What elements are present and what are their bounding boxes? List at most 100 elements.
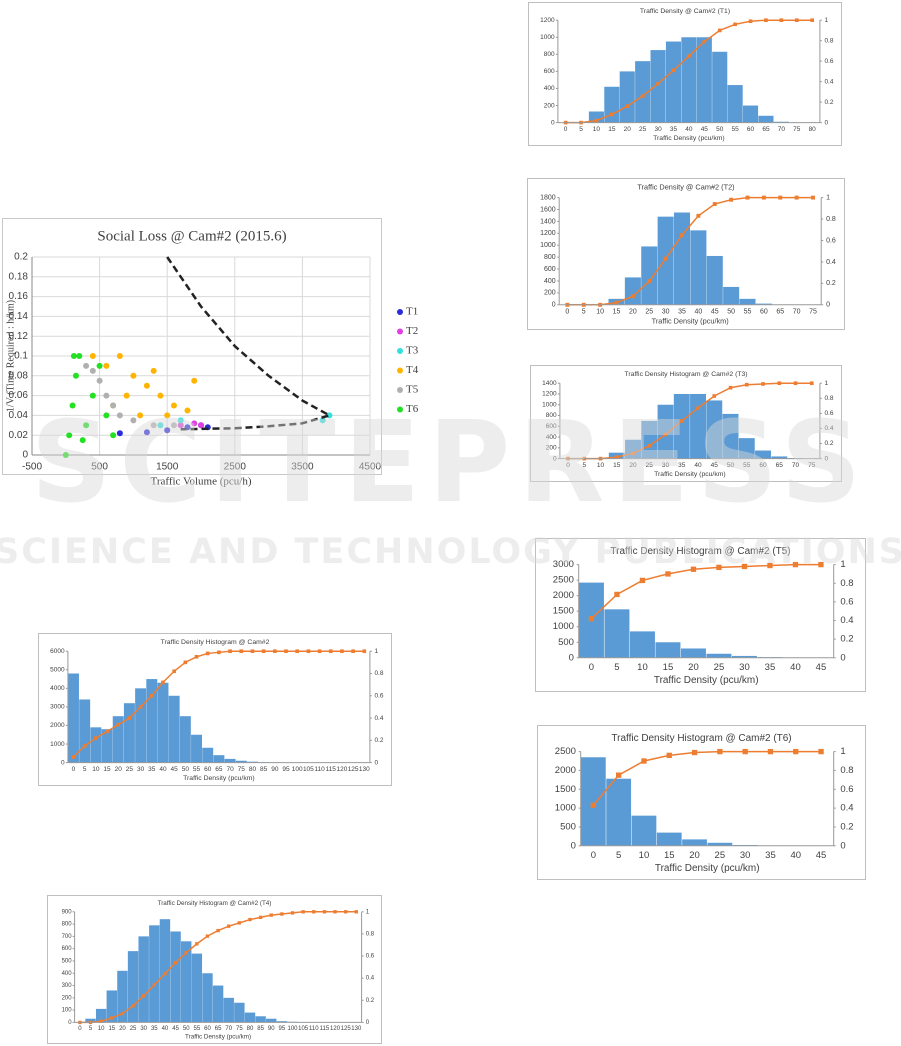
y-tick-label: 0.12 (9, 331, 29, 342)
x-tick-label: 85 (260, 766, 268, 773)
y-tick-label: 4000 (50, 685, 65, 692)
bar (657, 216, 674, 305)
x-tick-label: 5 (582, 462, 586, 469)
bar (606, 778, 632, 846)
x-tick-label: 65 (762, 126, 770, 133)
x-tick-label: 130 (359, 766, 370, 773)
line-marker (120, 1011, 125, 1016)
y-tick-label: 0 (551, 119, 555, 126)
x-tick-label: 50 (727, 462, 735, 469)
x-tick-label: 30 (662, 309, 670, 316)
y2-tick-label: 0.4 (824, 78, 833, 85)
x-tick-label: 5 (579, 126, 583, 133)
y-tick-label: 5000 (50, 666, 65, 673)
bar (771, 456, 788, 459)
bar (234, 1002, 245, 1023)
legend-label: T1 (406, 306, 418, 318)
bar (631, 815, 657, 846)
y-tick-label: 0.16 (9, 291, 29, 302)
chart-title: Traffic Density @ Cam#2 (T2) (637, 183, 734, 192)
y2-tick-label: 0.2 (374, 737, 383, 744)
line-marker (258, 915, 263, 920)
scatter-point (76, 353, 83, 359)
bar (149, 925, 160, 1023)
bar (629, 631, 655, 658)
y-tick-label: 0.14 (9, 311, 29, 322)
line-marker (614, 455, 619, 459)
bar (755, 450, 771, 459)
x-tick-label: 4500 (359, 462, 382, 473)
chart: Traffic Density @ Cam#2 (T2)020040060080… (527, 178, 845, 330)
x-tick-label: 105 (303, 766, 314, 773)
line-marker (273, 649, 277, 654)
bar (157, 682, 169, 763)
y-tick-label: 200 (62, 995, 73, 1001)
x-tick-label: 50 (183, 1026, 190, 1032)
y2-tick-label: 0 (824, 455, 828, 462)
scatter-point (62, 452, 69, 458)
line-marker (216, 928, 220, 933)
line-marker (767, 562, 773, 569)
y2-tick-label: 0.4 (840, 803, 853, 814)
y2-tick-label: 0.6 (824, 410, 833, 417)
x-tick-label: 75 (236, 1026, 243, 1032)
watermark: SCITEPRESS (31, 398, 870, 528)
y-tick-label: 300 (62, 983, 73, 989)
scatter-point (164, 427, 171, 434)
line-marker (818, 561, 824, 568)
x-tick-label: 55 (743, 462, 751, 469)
y2-tick-label: 0.2 (826, 280, 836, 287)
y2-tick-label: 0.8 (840, 578, 853, 589)
line-marker (317, 649, 322, 654)
x-tick-label: 45 (701, 126, 709, 133)
x-tick-label: 130 (351, 1026, 362, 1032)
x-tick-label: 30 (137, 766, 145, 773)
x-tick-label: 55 (732, 126, 740, 133)
x-tick-label: 75 (809, 309, 817, 316)
y-tick-label: 1000 (540, 242, 556, 249)
scatter-point (137, 412, 144, 419)
x-axis-label: Traffic Density (pcu/km) (652, 317, 729, 326)
x-tick-label: 10 (639, 850, 650, 861)
x-tick-label: 35 (148, 766, 156, 773)
bar (106, 990, 118, 1023)
y-tick-label: 0.1 (14, 351, 28, 362)
y2-tick-label: 0.4 (840, 615, 853, 626)
bar (690, 393, 706, 459)
x-tick-label: 15 (108, 1026, 115, 1032)
x-tick-label: 5 (616, 850, 621, 861)
line-marker (625, 104, 630, 109)
y-tick-label: 1000 (542, 401, 557, 408)
y2-tick-label: 0.2 (840, 821, 853, 832)
x-tick-label: 25 (130, 1026, 137, 1032)
x-tick-label: -500 (22, 462, 42, 473)
y-tick-label: 800 (546, 412, 557, 419)
line-marker (810, 18, 815, 23)
x-tick-label: 35 (678, 462, 686, 469)
bar (580, 757, 606, 846)
line-marker (248, 917, 252, 922)
scatter-point (319, 417, 326, 424)
y-tick-label: 400 (544, 278, 556, 285)
x-tick-label: 60 (204, 1026, 211, 1032)
line-marker (161, 680, 165, 685)
line-marker (712, 202, 717, 206)
x-tick-label: 20 (624, 126, 632, 133)
bar (673, 393, 690, 459)
line-marker (728, 385, 733, 390)
y-tick-label: 2500 (553, 575, 574, 586)
scatter-point (70, 353, 77, 359)
x-tick-label: 75 (238, 766, 246, 773)
line-marker (671, 68, 676, 73)
x-tick-label: 15 (608, 126, 616, 133)
cumulative-line (592, 750, 822, 806)
bar (159, 919, 171, 1023)
x-tick-label: 35 (765, 850, 776, 861)
y2-tick-label: 0.6 (824, 58, 833, 65)
chart: Traffic Density Histogram @ Cam#2 (T3) 0 2… (530, 365, 842, 482)
bar (712, 51, 728, 123)
scatter-point (89, 353, 96, 359)
chart-title: Traffic Density Histogram @ Cam#2 (T4) (158, 900, 272, 907)
bar (604, 86, 620, 123)
x-tick-label: 15 (103, 766, 111, 773)
